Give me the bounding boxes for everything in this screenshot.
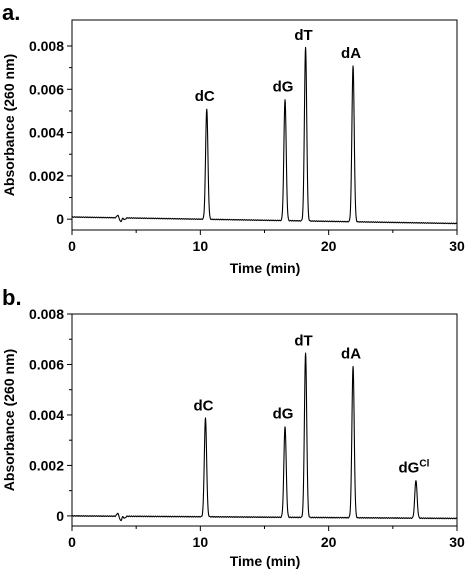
x-tick-label: 30 [449, 534, 465, 550]
panel-b-x-axis-label: Time (min) [230, 553, 301, 569]
x-tick-label: 10 [193, 238, 209, 254]
y-tick-label: 0.002 [29, 457, 64, 473]
panel-a-plot-frame [71, 19, 458, 231]
peak-label-text: dT [294, 332, 312, 349]
x-tick-label: 10 [193, 534, 209, 550]
peak-label: dC [193, 397, 213, 414]
y-tick-label: 0.006 [29, 356, 64, 372]
y-tick-label: 0 [56, 211, 64, 227]
panel-b-y-axis-label: Absorbance (260 nm) [1, 349, 17, 491]
x-tick-label: 20 [321, 534, 337, 550]
peak-label-text: dC [195, 88, 215, 105]
peak-label: dA [341, 45, 361, 62]
panel-a-y-axis-label: Absorbance (260 nm) [1, 54, 17, 196]
panel-b-label: b. [2, 285, 22, 310]
x-tick-label: 0 [68, 534, 76, 550]
panel-b: b. Absorbance (260 nm) Time (min) 0 10 20 3… [1, 285, 465, 569]
y-tick-label: 0.008 [29, 306, 64, 322]
panel-b-chromatogram-trace [71, 352, 458, 522]
peak-label: dGCl [399, 458, 430, 476]
y-tick-label: 0 [56, 508, 64, 524]
peak-label-superscript: Cl [419, 458, 429, 469]
y-tick-label: 0.008 [29, 38, 64, 54]
peak-label-text: dT [294, 27, 312, 44]
y-tick-label: 0.004 [29, 125, 64, 141]
panel-a: a. Absorbance (260 nm) Time (min) 0 10 20 3… [1, 0, 465, 276]
panel-a-chromatogram-trace [71, 46, 458, 225]
peak-label: dG [273, 405, 294, 422]
peak-label-text: dG [273, 78, 294, 95]
peak-label: dT [294, 27, 312, 44]
peak-label: dG [273, 78, 294, 95]
x-tick-label: 0 [68, 238, 76, 254]
x-tick-label: 30 [449, 238, 465, 254]
x-tick-label: 20 [321, 238, 337, 254]
peak-label-text: dG [273, 405, 294, 422]
y-tick-label: 0.004 [29, 407, 64, 423]
panel-a-x-axis-label: Time (min) [230, 260, 301, 276]
peak-label: dA [341, 345, 361, 362]
y-tick-label: 0.006 [29, 81, 64, 97]
peak-label-text: dA [341, 45, 361, 62]
peak-label-text: dC [193, 397, 213, 414]
peak-label-text: dA [341, 345, 361, 362]
peak-label-text: dG [399, 459, 420, 476]
panel-b-plot-frame [71, 313, 458, 527]
peak-label: dC [195, 88, 215, 105]
peak-label: dT [294, 332, 312, 349]
y-tick-label: 0.002 [29, 168, 64, 184]
panel-a-label: a. [2, 0, 20, 25]
